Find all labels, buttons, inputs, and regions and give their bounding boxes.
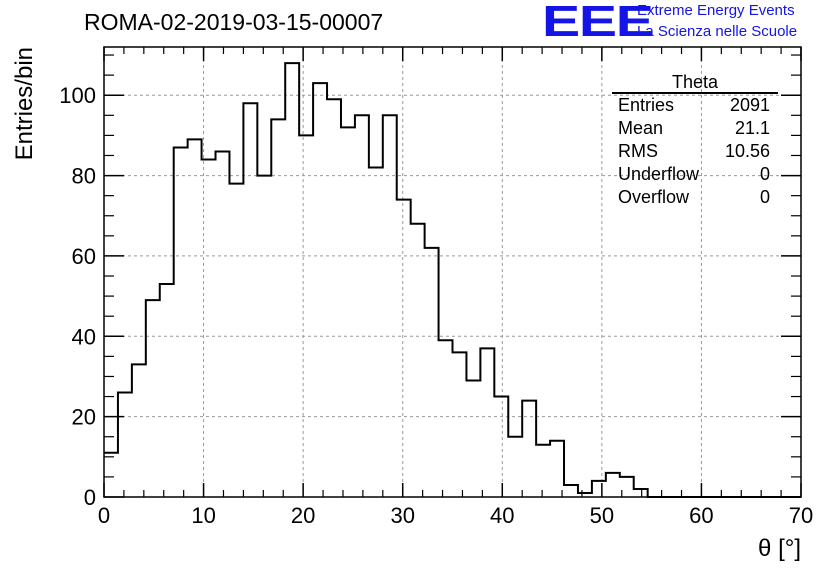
x-tick-label: 60 bbox=[689, 503, 713, 528]
histogram-bin bbox=[188, 139, 202, 497]
histogram-bin bbox=[160, 284, 174, 497]
y-tick-label: 80 bbox=[72, 164, 96, 189]
histogram-bin bbox=[592, 481, 606, 497]
histogram-bin bbox=[243, 103, 257, 497]
histogram-bin bbox=[494, 397, 508, 497]
y-tick-label: 0 bbox=[84, 485, 96, 510]
histogram-bin bbox=[536, 445, 550, 497]
x-tick-label: 0 bbox=[98, 503, 110, 528]
grid-lines bbox=[104, 47, 801, 497]
stats-label: Underflow bbox=[618, 164, 700, 184]
stats-label: RMS bbox=[618, 141, 658, 161]
x-tick-label: 70 bbox=[789, 503, 813, 528]
chart-title: ROMA-02-2019-03-15-00007 bbox=[84, 9, 384, 35]
histogram-bin bbox=[132, 364, 146, 497]
x-tick-label: 30 bbox=[390, 503, 414, 528]
x-tick-label: 50 bbox=[590, 503, 614, 528]
histogram-bin bbox=[439, 340, 453, 497]
histogram-bin bbox=[285, 63, 299, 497]
histogram-bin bbox=[355, 115, 369, 497]
histogram-bin bbox=[634, 489, 648, 497]
stats-label: Mean bbox=[618, 118, 664, 138]
stats-title: Theta bbox=[612, 72, 778, 94]
x-tick-label: 40 bbox=[490, 503, 514, 528]
stats-label: Entries bbox=[618, 95, 675, 115]
histogram-outline bbox=[104, 62, 801, 498]
logo-text-line1: Extreme Energy Events bbox=[637, 2, 795, 19]
histogram-bin bbox=[564, 485, 578, 497]
histogram-bin bbox=[257, 176, 271, 497]
histogram-bin bbox=[146, 300, 160, 497]
y-axis-label: Entries/bin bbox=[11, 47, 38, 160]
stats-value: 0 bbox=[759, 164, 770, 184]
y-tick-label: 20 bbox=[72, 405, 96, 430]
y-tick-label: 40 bbox=[72, 324, 96, 349]
x-tick-label: 10 bbox=[191, 503, 215, 528]
histogram-line bbox=[104, 62, 801, 498]
histogram-bin bbox=[397, 200, 411, 497]
histogram-bin bbox=[229, 184, 243, 497]
stats-value: 21.1 bbox=[734, 118, 770, 138]
stats-row-entries: Entries 2091 bbox=[612, 94, 778, 117]
histogram-bin bbox=[299, 135, 313, 497]
x-axis-label: θ [°] bbox=[758, 535, 801, 562]
histogram-bin bbox=[383, 115, 397, 497]
histogram-bin bbox=[606, 473, 620, 497]
histogram-bin bbox=[104, 453, 118, 497]
eee-logo: EEE bbox=[542, 0, 654, 46]
histogram-bin bbox=[508, 437, 522, 497]
histogram-bin bbox=[522, 401, 536, 497]
plot-frame bbox=[103, 46, 802, 498]
stats-box: Theta Entries 2091 Mean 21.1 RMS 10.56 Underfl… bbox=[612, 72, 778, 209]
histogram-bin bbox=[216, 151, 230, 497]
histogram-bin bbox=[313, 83, 327, 497]
histogram-bin bbox=[453, 352, 467, 497]
stats-row-overflow: Overflow 0 bbox=[612, 186, 778, 209]
histogram-bin bbox=[466, 380, 480, 497]
histogram-bin bbox=[369, 168, 383, 497]
histogram-bin bbox=[341, 127, 355, 497]
y-tick-label: 60 bbox=[72, 244, 96, 269]
axis-ticks bbox=[103, 47, 802, 498]
histogram-bin bbox=[327, 99, 341, 497]
stats-row-rms: RMS 10.56 bbox=[612, 140, 778, 163]
histogram-bin bbox=[480, 348, 494, 497]
histogram-bin bbox=[174, 147, 188, 497]
stats-value: 0 bbox=[759, 187, 770, 207]
stats-row-mean: Mean 21.1 bbox=[612, 117, 778, 140]
histogram-bin bbox=[118, 393, 132, 497]
stats-label: Overflow bbox=[618, 187, 690, 207]
histogram-bin bbox=[550, 441, 564, 497]
histogram-bin bbox=[411, 224, 425, 497]
stats-value: 2091 bbox=[729, 95, 770, 115]
stats-value: 10.56 bbox=[724, 141, 770, 161]
tick-labels: 0 10 20 30 40 50 60 70 0 20 40 60 80 100 bbox=[59, 83, 813, 528]
histogram-bin bbox=[425, 248, 439, 497]
logo-text-line2: La Scienza nelle Scuole bbox=[637, 23, 798, 40]
x-tick-label: 20 bbox=[291, 503, 315, 528]
stats-row-underflow: Underflow 0 bbox=[612, 163, 778, 186]
y-tick-label: 100 bbox=[59, 83, 96, 108]
